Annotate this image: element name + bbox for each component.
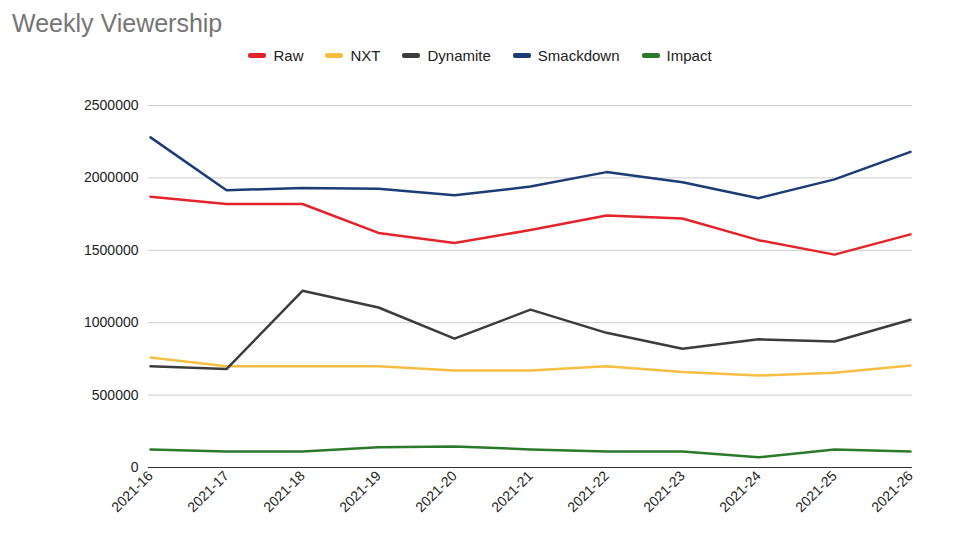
svg-text:0: 0 xyxy=(131,459,139,475)
svg-text:2021-22: 2021-22 xyxy=(564,467,612,515)
svg-text:2021-18: 2021-18 xyxy=(260,467,308,515)
svg-text:2021-25: 2021-25 xyxy=(792,467,840,515)
svg-text:500000: 500000 xyxy=(92,387,139,403)
svg-text:2500000: 2500000 xyxy=(84,97,139,113)
html-text:Impact: Impact xyxy=(666,46,712,64)
html-text:Dynamite: Dynamite xyxy=(427,46,491,64)
html-text:Weekly Viewership: Weekly Viewership xyxy=(12,9,223,37)
svg-text:1000000: 1000000 xyxy=(84,314,139,330)
svg-text:2021-24: 2021-24 xyxy=(716,467,764,515)
svg-text:2021-23: 2021-23 xyxy=(640,467,688,515)
svg-text:1500000: 1500000 xyxy=(84,242,139,258)
svg-text:2021-21: 2021-21 xyxy=(488,467,536,515)
svg-text:2000000: 2000000 xyxy=(84,169,139,185)
svg-text:2021-16: 2021-16 xyxy=(108,467,156,515)
svg-text:2021-26: 2021-26 xyxy=(868,467,916,515)
svg-text:2021-19: 2021-19 xyxy=(336,467,384,515)
html-text:Raw: Raw xyxy=(273,46,304,64)
svg-text:2021-17: 2021-17 xyxy=(184,467,232,515)
html-text:NXT: NXT xyxy=(350,46,381,64)
svg-text:2021-20: 2021-20 xyxy=(412,467,460,515)
html-text:Smackdown: Smackdown xyxy=(537,46,620,64)
